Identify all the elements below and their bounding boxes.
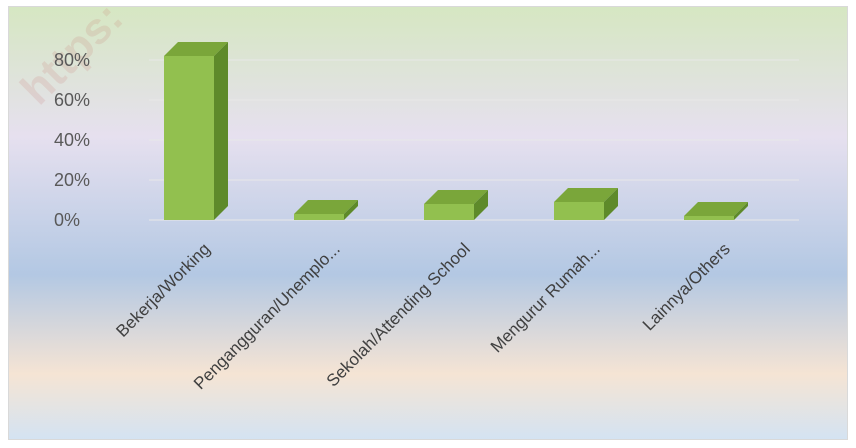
chart-area: https: 0% 20% 40% 60% 80% Bekerja/Working Pen… xyxy=(8,6,848,440)
bar xyxy=(164,42,228,220)
bar xyxy=(424,190,488,220)
bar xyxy=(684,202,748,220)
chart-background xyxy=(9,7,847,439)
chart-svg: https: 0%20%40%60%80% Bekerja/WorkingPen… xyxy=(9,7,847,439)
y-tick-label: 80% xyxy=(54,50,90,70)
y-tick-label: 0% xyxy=(54,210,80,230)
y-tick-label: 60% xyxy=(54,90,90,110)
bars xyxy=(164,42,748,220)
bar xyxy=(294,200,358,220)
y-tick-label: 20% xyxy=(54,170,90,190)
y-tick-label: 40% xyxy=(54,130,90,150)
y-axis: 0% 20% 40% 60% 80% xyxy=(54,50,90,230)
bar xyxy=(554,188,618,220)
